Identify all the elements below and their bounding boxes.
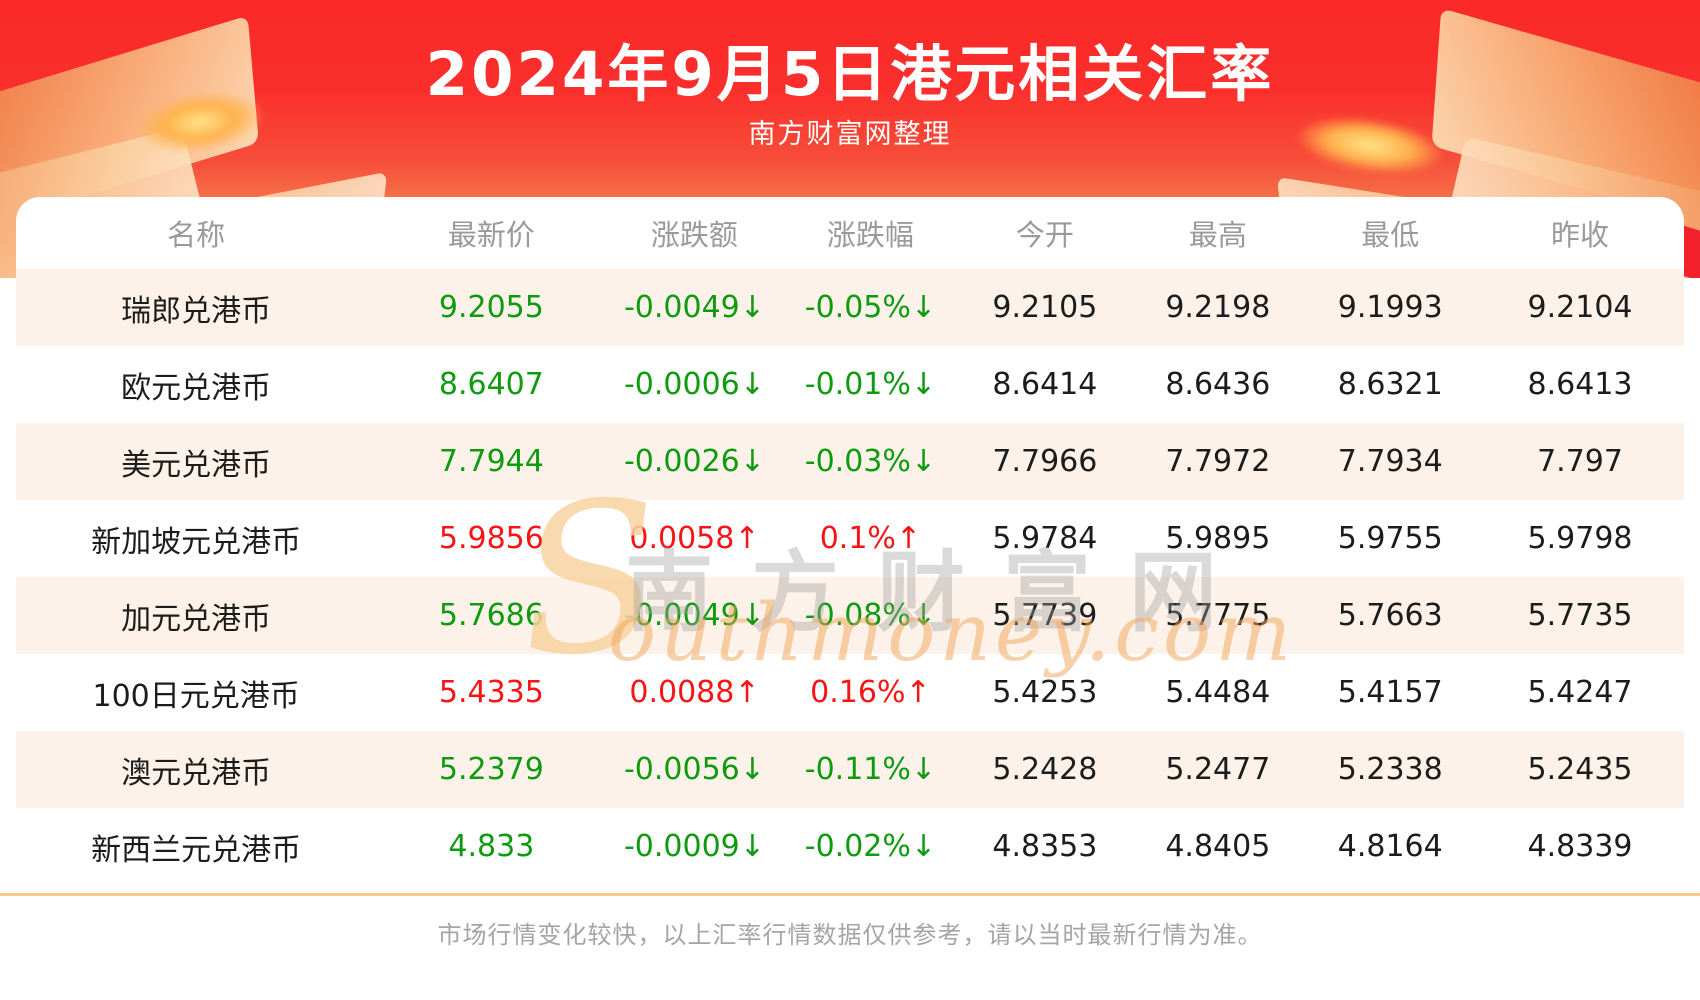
latest-price: 7.7944 — [438, 444, 544, 479]
latest-price: 4.833 — [448, 829, 535, 864]
high-price: 7.7972 — [1165, 444, 1271, 479]
table-row: 瑞郎兑港币 9.2055 -0.0049↓ -0.05%↓ 9.2105 9.2198 9.… — [16, 269, 1684, 346]
prev-close: 5.7735 — [1527, 598, 1633, 633]
change-percent: -0.01%↓ — [804, 367, 937, 402]
table-row: 新西兰元兑港币 4.833 -0.0009↓ -0.02%↓ 4.8353 4.8405 4… — [16, 808, 1684, 885]
prev-close: 4.8339 — [1527, 829, 1633, 864]
open-price: 5.9784 — [992, 521, 1098, 556]
change-percent: -0.08%↓ — [804, 598, 937, 633]
currency-name: 美元兑港币 — [121, 447, 272, 483]
prev-close: 7.797 — [1537, 444, 1623, 479]
open-price: 9.2105 — [992, 290, 1098, 325]
table-header-row: 名称 最新价 涨跌额 涨跌幅 今开 最高 最低 昨收 — [16, 197, 1684, 269]
high-price: 4.8405 — [1165, 829, 1271, 864]
column-header-high-price: 最高 — [1188, 218, 1247, 252]
change-amount: -0.0009↓ — [623, 829, 765, 864]
column-header-open-price: 今开 — [1015, 218, 1074, 252]
high-price: 5.9895 — [1165, 521, 1271, 556]
change-amount: -0.0049↓ — [623, 290, 765, 325]
low-price: 5.9755 — [1337, 521, 1443, 556]
low-price: 8.6321 — [1337, 367, 1443, 402]
high-price: 8.6436 — [1165, 367, 1271, 402]
footer-separator-line — [0, 893, 1700, 896]
currency-name: 新加坡元兑港币 — [91, 524, 302, 560]
prev-close: 8.6413 — [1527, 367, 1633, 402]
column-header-change-amount: 涨跌额 — [650, 218, 738, 252]
open-price: 5.7739 — [992, 598, 1098, 633]
high-price: 9.2198 — [1165, 290, 1271, 325]
currency-name: 100日元兑港币 — [92, 678, 300, 714]
change-amount: 0.0088↑ — [629, 675, 760, 710]
open-price: 5.4253 — [992, 675, 1098, 710]
column-header-change-percent: 涨跌幅 — [826, 218, 914, 252]
prev-close: 5.4247 — [1527, 675, 1633, 710]
currency-name: 欧元兑港币 — [121, 370, 272, 406]
page-subtitle: 南方财富网整理 — [748, 119, 952, 150]
change-amount: 0.0058↑ — [629, 521, 760, 556]
open-price: 7.7966 — [992, 444, 1098, 479]
open-price: 4.8353 — [992, 829, 1098, 864]
prev-close: 9.2104 — [1527, 290, 1633, 325]
rates-table-panel: 名称 最新价 涨跌额 涨跌幅 今开 最高 最低 昨收 瑞郎兑港币 9.2055 -0.0049↓ -… — [16, 197, 1684, 1000]
table-row: 100日元兑港币 5.4335 0.0088↑ 0.16%↑ 5.4253 5.4484 5… — [16, 654, 1684, 731]
table-body: 瑞郎兑港币 9.2055 -0.0049↓ -0.05%↓ 9.2105 9.2198 9.… — [16, 269, 1684, 885]
currency-name: 瑞郎兑港币 — [121, 293, 272, 329]
column-header-latest-price: 最新价 — [447, 218, 535, 252]
change-percent: 0.1%↑ — [819, 521, 922, 556]
change-percent: -0.03%↓ — [804, 444, 937, 479]
high-price: 5.7775 — [1165, 598, 1271, 633]
currency-name: 新西兰元兑港币 — [91, 832, 302, 868]
prev-close: 5.9798 — [1527, 521, 1633, 556]
open-price: 5.2428 — [992, 752, 1098, 787]
latest-price: 8.6407 — [438, 367, 544, 402]
latest-price: 5.9856 — [438, 521, 544, 556]
latest-price: 5.4335 — [438, 675, 544, 710]
table-row: 加元兑港币 5.7686 -0.0049↓ -0.08%↓ 5.7739 5.7775 5.… — [16, 577, 1684, 654]
change-amount: -0.0026↓ — [623, 444, 765, 479]
currency-name: 澳元兑港币 — [121, 755, 272, 791]
high-price: 5.2477 — [1165, 752, 1271, 787]
currency-name: 加元兑港币 — [121, 601, 272, 637]
latest-price: 5.7686 — [438, 598, 544, 633]
change-percent: -0.02%↓ — [804, 829, 937, 864]
prev-close: 5.2435 — [1527, 752, 1633, 787]
page-title: 2024年9月5日港元相关汇率 — [425, 39, 1275, 110]
low-price: 5.2338 — [1337, 752, 1443, 787]
change-amount: -0.0056↓ — [623, 752, 765, 787]
change-percent: -0.11%↓ — [804, 752, 937, 787]
low-price: 5.7663 — [1337, 598, 1443, 633]
low-price: 9.1993 — [1337, 290, 1443, 325]
table-row: 美元兑港币 7.7944 -0.0026↓ -0.03%↓ 7.7966 7.7972 7.… — [16, 423, 1684, 500]
change-amount: -0.0006↓ — [623, 367, 765, 402]
change-percent: 0.16%↑ — [810, 675, 931, 710]
column-header-currency-name: 名称 — [167, 218, 226, 252]
latest-price: 9.2055 — [438, 290, 544, 325]
low-price: 5.4157 — [1337, 675, 1443, 710]
table-row: 澳元兑港币 5.2379 -0.0056↓ -0.11%↓ 5.2428 5.2477 5.… — [16, 731, 1684, 808]
low-price: 4.8164 — [1337, 829, 1443, 864]
low-price: 7.7934 — [1337, 444, 1443, 479]
column-header-low-price: 最低 — [1361, 218, 1420, 252]
open-price: 8.6414 — [992, 367, 1098, 402]
latest-price: 5.2379 — [438, 752, 544, 787]
change-percent: -0.05%↓ — [804, 290, 937, 325]
change-amount: -0.0049↓ — [623, 598, 765, 633]
table-row: 欧元兑港币 8.6407 -0.0006↓ -0.01%↓ 8.6414 8.6436 8.… — [16, 346, 1684, 423]
table-row: 新加坡元兑港币 5.9856 0.0058↑ 0.1%↑ 5.9784 5.9895 5.9… — [16, 500, 1684, 577]
disclaimer-text: 市场行情变化较快，以上汇率行情数据仅供参考，请以当时最新行情为准。 — [437, 921, 1263, 949]
high-price: 5.4484 — [1165, 675, 1271, 710]
column-header-prev-close: 昨收 — [1551, 218, 1610, 252]
